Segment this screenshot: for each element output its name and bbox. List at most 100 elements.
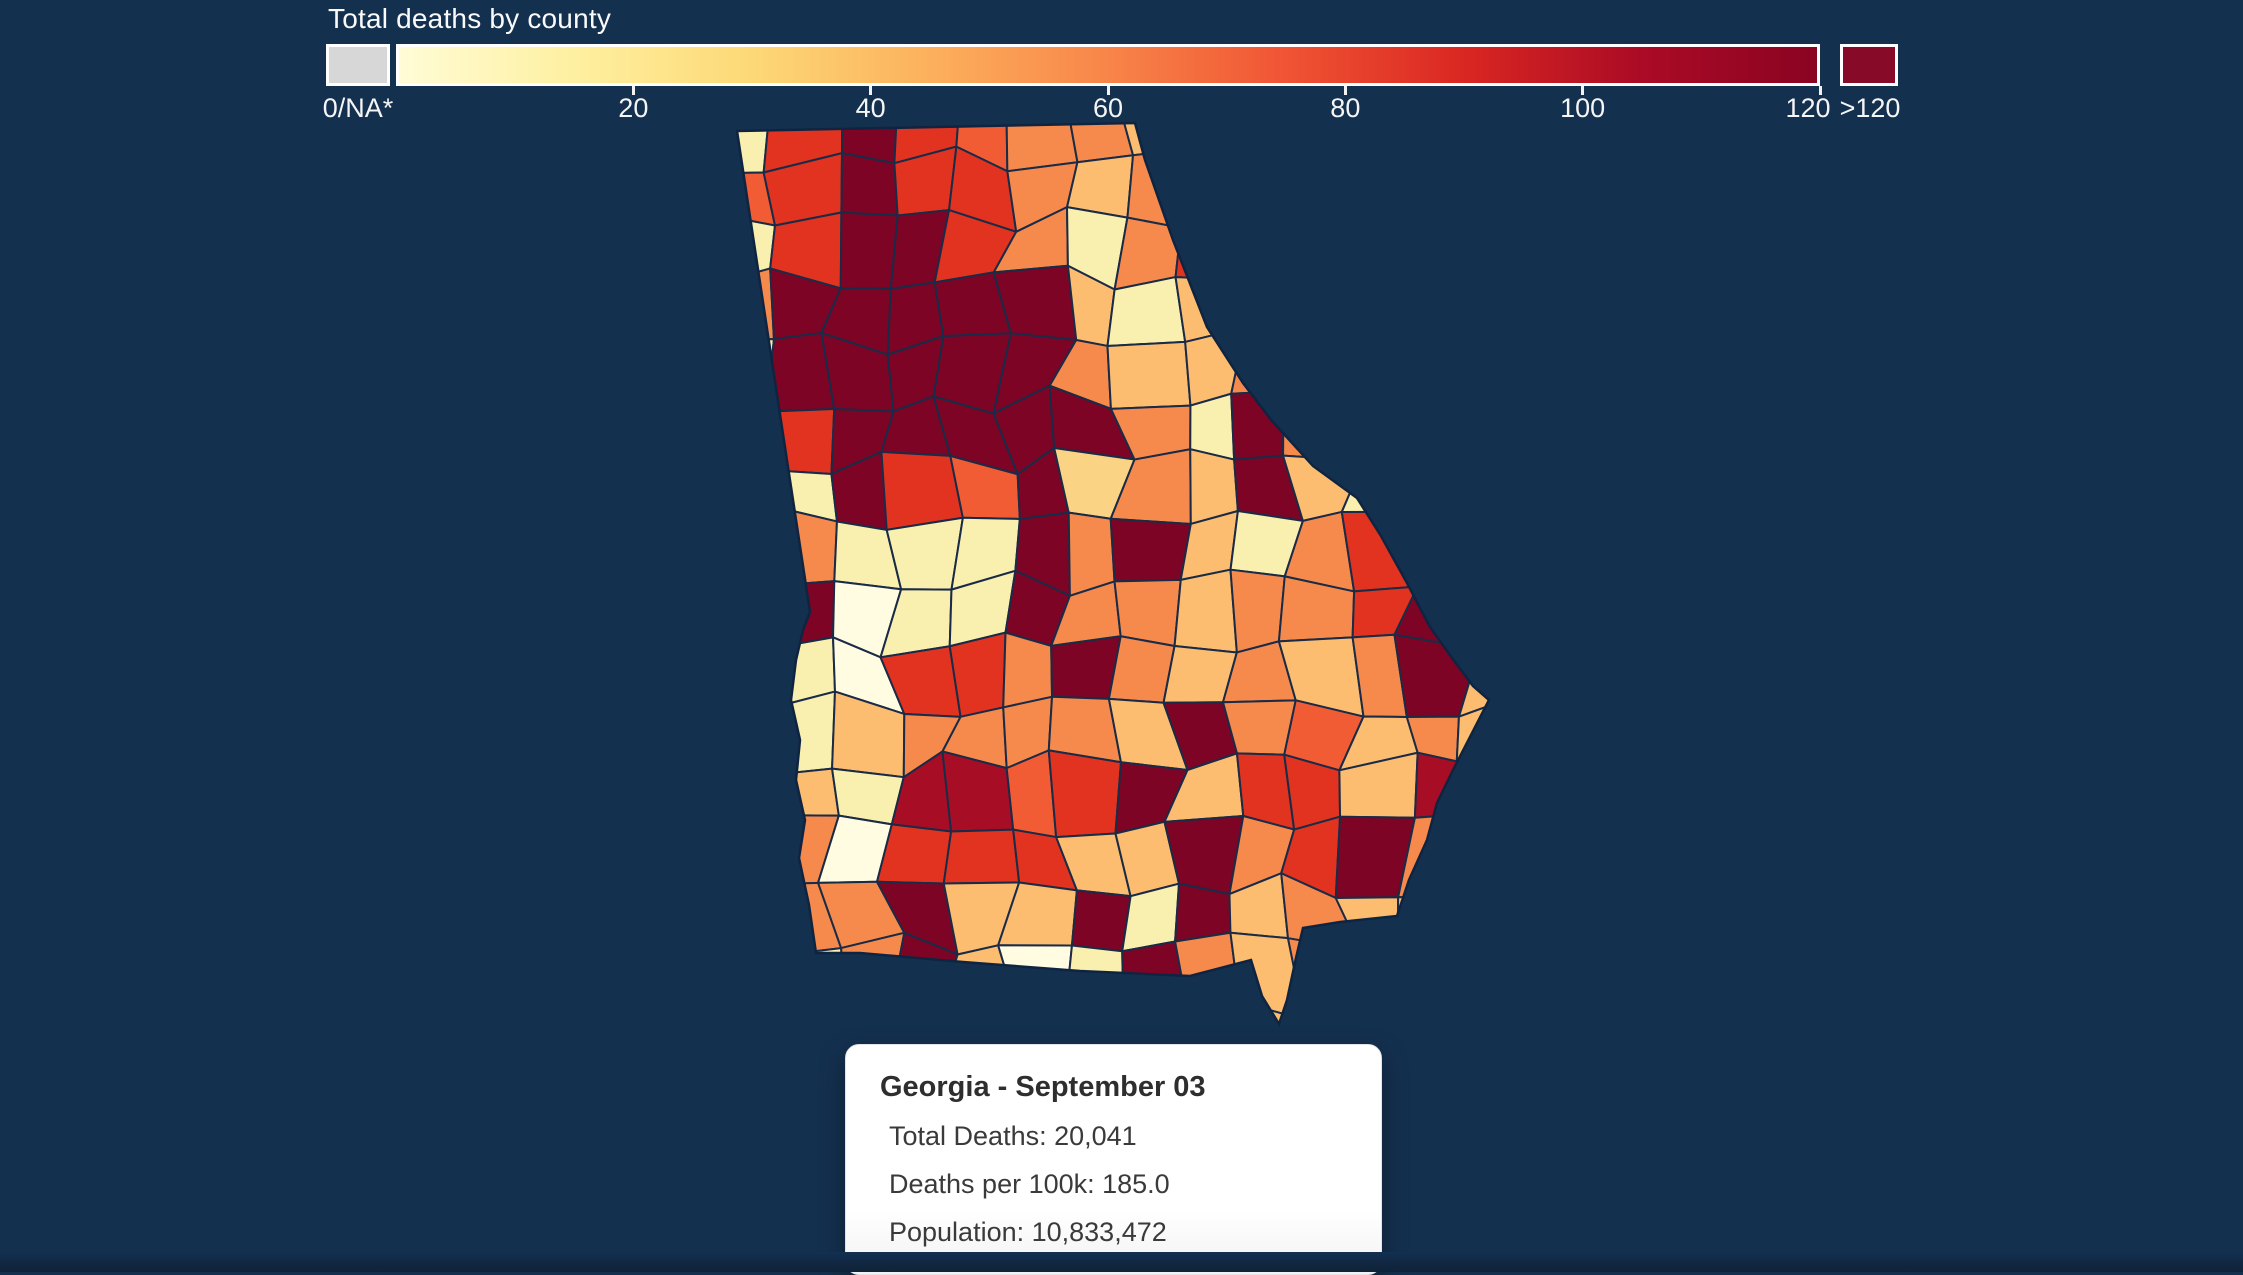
county-shape[interactable] [1174, 882, 1232, 943]
county-shape[interactable] [1173, 568, 1238, 654]
county-shape[interactable] [1353, 87, 1405, 170]
county-shape[interactable] [1230, 326, 1290, 395]
legend-tick-mark [1581, 86, 1585, 95]
county-shape[interactable] [1106, 340, 1192, 410]
county-shape[interactable] [840, 152, 899, 217]
county-shape[interactable] [1396, 895, 1457, 947]
county-shape[interactable] [1472, 220, 1514, 293]
county-shape[interactable] [948, 631, 1007, 718]
county-shape[interactable] [1279, 155, 1362, 224]
county-shape[interactable] [771, 1006, 846, 1080]
county-shape[interactable] [1353, 156, 1408, 224]
county-shape[interactable] [1070, 889, 1132, 953]
legend-na-swatch [326, 44, 390, 86]
county-shape[interactable] [770, 690, 836, 776]
county-shape[interactable] [1279, 214, 1362, 285]
county-shape[interactable] [1226, 90, 1302, 162]
county-shape[interactable] [708, 749, 774, 822]
county-shape[interactable] [1455, 760, 1523, 817]
county-shape[interactable] [1398, 88, 1480, 159]
county-shape[interactable] [1282, 324, 1364, 393]
county-shape[interactable] [1456, 278, 1534, 353]
county-shape[interactable] [717, 879, 784, 959]
county-shape[interactable] [1344, 265, 1424, 348]
county-shape[interactable] [708, 338, 775, 413]
county-shape[interactable] [1462, 91, 1530, 155]
county-shape[interactable] [1109, 517, 1192, 583]
legend-tick-mark [1106, 86, 1110, 95]
county-shape[interactable] [1454, 812, 1534, 898]
legend-tick-label: 80 [1330, 93, 1361, 123]
county-shape[interactable] [1341, 324, 1414, 396]
county-shape[interactable] [1287, 265, 1364, 337]
county-shape[interactable] [1396, 935, 1474, 1018]
county-shape[interactable] [1005, 83, 1079, 173]
legend-tick-mark [1343, 86, 1347, 95]
county-shape[interactable] [885, 516, 964, 591]
county-shape[interactable] [880, 450, 964, 531]
county-shape[interactable] [1341, 386, 1406, 475]
county-shape[interactable] [1344, 204, 1424, 269]
info-card: Georgia - September 03 Total Deaths: 20,… [845, 1044, 1382, 1275]
county-shape[interactable] [1282, 386, 1365, 462]
county-shape[interactable] [1179, 147, 1250, 229]
total-deaths-line: Total Deaths: 20,041 [889, 1121, 1137, 1151]
county-shape[interactable] [1397, 393, 1477, 475]
county-shape[interactable] [1047, 749, 1122, 839]
county-shape[interactable] [1459, 462, 1536, 534]
county-shape[interactable] [1277, 87, 1359, 170]
county-shape[interactable] [707, 702, 777, 776]
county-shape[interactable] [1398, 152, 1480, 233]
county-shape[interactable] [1465, 403, 1535, 473]
county-shape[interactable] [1397, 345, 1468, 406]
county-shape[interactable] [723, 1009, 780, 1079]
county-shape[interactable] [1243, 155, 1302, 220]
county-shape[interactable] [708, 814, 784, 886]
legend-overflow-swatch [1840, 44, 1898, 86]
state-border [735, 121, 1491, 1027]
county-shape[interactable] [1452, 567, 1519, 651]
county-shape[interactable] [1403, 510, 1462, 588]
county-shape[interactable] [1450, 871, 1533, 938]
county-shape[interactable] [724, 955, 775, 1015]
county-shape[interactable] [1168, 103, 1250, 162]
county-shape[interactable] [1452, 511, 1523, 572]
county-shape[interactable] [1229, 568, 1286, 654]
county-shape[interactable] [1456, 343, 1534, 406]
county-shape[interactable] [1412, 1005, 1474, 1064]
county-shape[interactable] [710, 457, 788, 536]
county-shape[interactable] [1413, 751, 1474, 819]
county-shape[interactable] [765, 407, 836, 476]
county-shape[interactable] [1065, 944, 1125, 1017]
county-shape[interactable] [707, 508, 786, 586]
county-shape[interactable] [997, 944, 1073, 1004]
county-shape[interactable] [1238, 278, 1294, 337]
county-shape[interactable] [707, 567, 784, 657]
county-shape[interactable] [1174, 931, 1241, 1003]
county-shape[interactable] [1405, 204, 1478, 293]
county-shape[interactable] [1189, 392, 1236, 461]
county-shape[interactable] [1355, 944, 1423, 1008]
county-shape[interactable] [1457, 628, 1525, 718]
county-shape[interactable] [942, 828, 1021, 885]
county-shape[interactable] [1334, 896, 1400, 952]
county-shape[interactable] [1472, 143, 1514, 233]
county-shape[interactable] [839, 211, 899, 290]
county-shape[interactable] [1403, 462, 1477, 514]
county-shape[interactable] [1411, 266, 1478, 353]
county-shape[interactable] [1340, 459, 1406, 513]
county-shape[interactable] [1126, 147, 1189, 229]
legend-tick-label: 100 [1560, 93, 1606, 123]
county-shape[interactable] [1063, 90, 1135, 164]
county-shape[interactable] [1459, 1015, 1534, 1064]
county-shape[interactable] [771, 947, 846, 1015]
county-shape[interactable] [1238, 214, 1294, 285]
county-shape[interactable] [1450, 933, 1533, 1018]
county-shape[interactable] [770, 767, 840, 817]
county-shape[interactable] [1121, 940, 1186, 1017]
county-shape[interactable] [707, 646, 777, 709]
county-shape[interactable] [1002, 631, 1054, 709]
county-shape[interactable] [781, 508, 838, 586]
